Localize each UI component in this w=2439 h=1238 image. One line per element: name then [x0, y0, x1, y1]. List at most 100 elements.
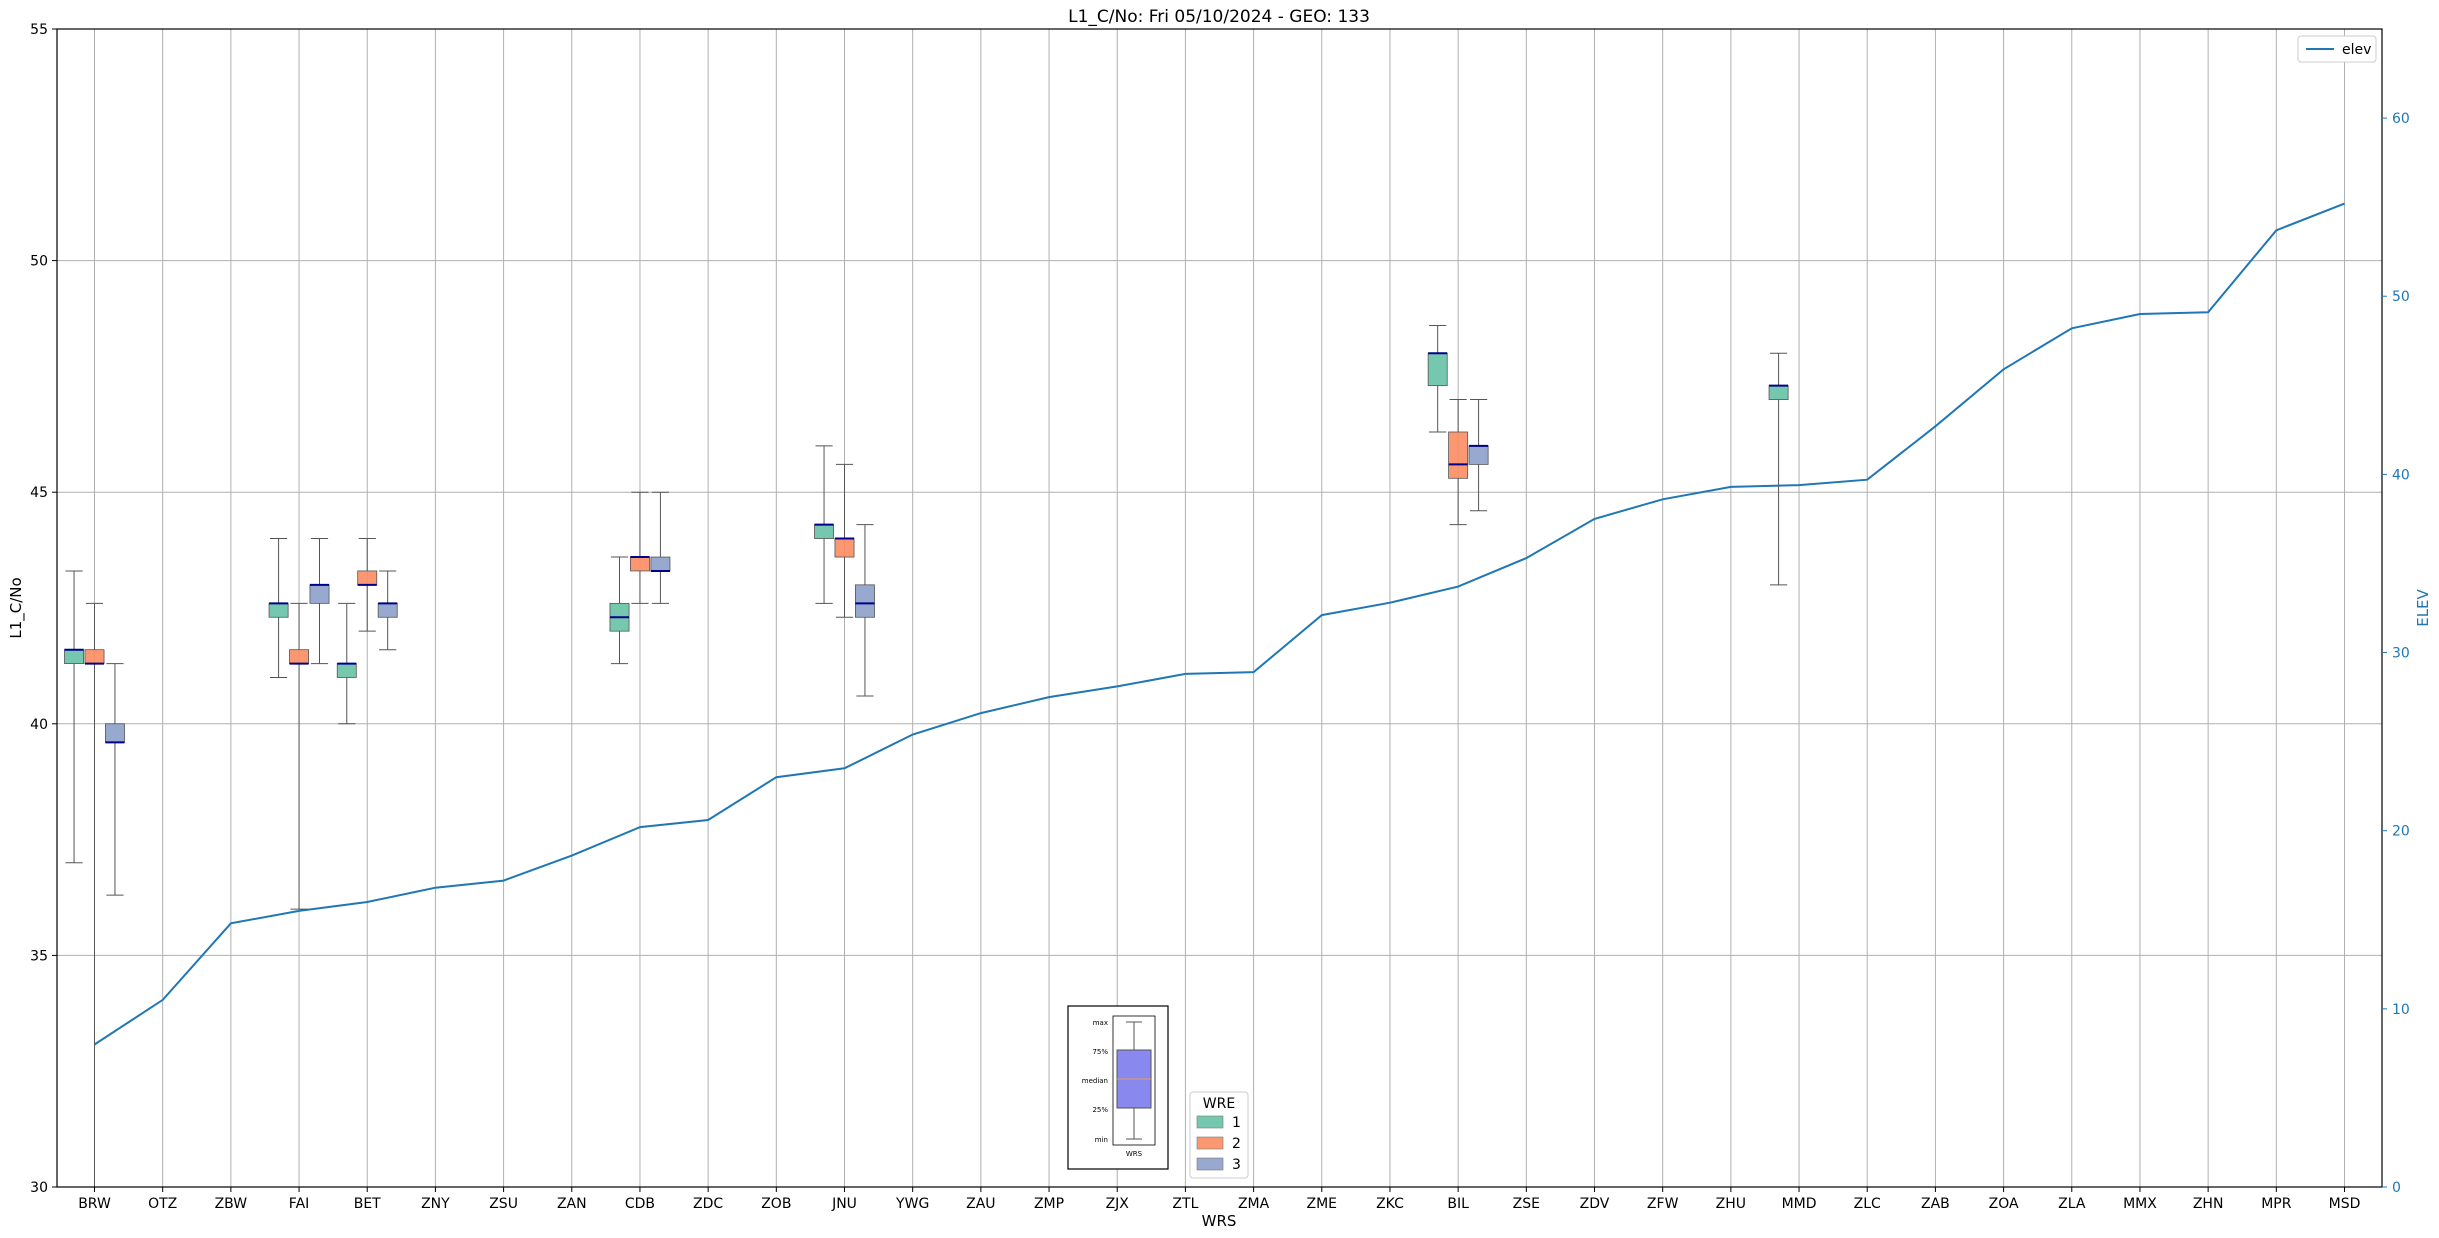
- x-tick-label: ZOA: [1989, 1196, 2019, 1212]
- box-jnu-wre2: [834, 463, 855, 618]
- box-iqr: [105, 723, 125, 743]
- box-brw-wre1: [64, 570, 84, 864]
- wre-legend-label-1: 1: [1232, 1115, 1241, 1131]
- x-tick-label: ZBW: [215, 1196, 248, 1212]
- box-mmd-wre1: [1768, 352, 1789, 586]
- elev-legend: elev: [2297, 35, 2377, 63]
- x-tick-label: ZAU: [966, 1196, 995, 1212]
- box-plots: [64, 324, 1789, 1188]
- box-jnu-wre1: [814, 445, 834, 604]
- box-iqr: [650, 556, 671, 572]
- y2-tick-label: 30: [2392, 646, 2410, 662]
- x-tick-label: ZOB: [761, 1196, 791, 1212]
- x-tick-label: ZHN: [2193, 1196, 2224, 1212]
- box-iqr: [268, 602, 289, 618]
- box-brw-wre2: [84, 602, 105, 1188]
- y2-tick-label: 0: [2392, 1180, 2401, 1196]
- wre-legend-label-2: 2: [1232, 1136, 1241, 1152]
- y2-tick-label: 40: [2392, 467, 2410, 483]
- x-tick-label: BIL: [1447, 1196, 1469, 1212]
- y-tick-label: 50: [30, 254, 48, 270]
- box-brw-wre3: [105, 663, 125, 896]
- chart-title: L1_C/No: Fri 05/10/2024 - GEO: 133: [1068, 7, 1370, 27]
- x-tick-label: CDB: [625, 1196, 655, 1212]
- x-tick-label: ZME: [1307, 1196, 1338, 1212]
- x-tick-label: ZDC: [693, 1196, 723, 1212]
- box-iqr: [84, 649, 105, 664]
- x-tick-label: ZLC: [1854, 1196, 1881, 1212]
- wre-legend-swatch-1: [1196, 1115, 1224, 1129]
- x-tick-label: ZHU: [1716, 1196, 1746, 1212]
- box-iqr: [357, 570, 378, 586]
- key-label-max: max: [1093, 1019, 1108, 1027]
- key-label-x: WRS: [1126, 1150, 1143, 1158]
- x-tick-label: ZMP: [1034, 1196, 1064, 1212]
- box-bet-wre1: [336, 602, 357, 725]
- y-tick-label: 45: [30, 485, 48, 501]
- x-tick-label: ZJX: [1106, 1196, 1130, 1212]
- x-tick-label: ZAN: [557, 1196, 587, 1212]
- x-tick-label: ZSE: [1513, 1196, 1540, 1212]
- box-bil-wre3: [1468, 399, 1489, 512]
- x-tick-label: MMX: [2123, 1196, 2157, 1212]
- box-iqr: [1768, 385, 1789, 400]
- y2-tick-label: 10: [2392, 1002, 2410, 1018]
- box-bil-wre1: [1427, 324, 1448, 433]
- x-axis-label: WRS: [1202, 1212, 1237, 1230]
- box-iqr: [814, 524, 834, 539]
- x-tick-label: ZLA: [2058, 1196, 2086, 1212]
- y-tick-label: 40: [30, 717, 48, 733]
- x-tick-label: BET: [354, 1196, 381, 1212]
- x-tick-label: YWG: [895, 1196, 929, 1212]
- x-tick-label: MSD: [2329, 1196, 2361, 1212]
- box-iqr: [1468, 445, 1489, 465]
- box-iqr: [289, 649, 309, 664]
- key-label-q1: 25%: [1092, 1106, 1108, 1114]
- x-tick-label: OTZ: [148, 1196, 177, 1212]
- box-iqr: [855, 584, 875, 618]
- elev-line: [93, 202, 2345, 1046]
- key-label-median: median: [1082, 1077, 1108, 1085]
- box-iqr: [1427, 352, 1448, 387]
- box-iqr: [834, 538, 855, 558]
- wre-legend: WRE 1 2 3: [1189, 1091, 1249, 1179]
- box-fai-wre3: [309, 538, 330, 665]
- key-label-min: min: [1095, 1136, 1108, 1144]
- x-tick-label: MMD: [1782, 1196, 1817, 1212]
- box-iqr: [630, 556, 650, 572]
- x-tick-label: ZAB: [1921, 1196, 1950, 1212]
- y2-tick-label: 60: [2392, 111, 2410, 127]
- box-bil-wre2: [1448, 399, 1469, 526]
- box-iqr: [309, 584, 330, 604]
- axes: BRW OTZ ZBW FAI BET ZNY ZSU ZAN CDB ZDC ZOB JNU YWG Z…: [30, 22, 2410, 1212]
- elev-series: [93, 202, 2345, 1046]
- y2-axis-label: ELEV: [2414, 588, 2432, 626]
- box-iqr: [1448, 431, 1469, 479]
- x-tick-label: JNU: [831, 1196, 857, 1212]
- x-tick-label: ZFW: [1647, 1196, 1679, 1212]
- x-tick-label: MPR: [2261, 1196, 2292, 1212]
- box-cdb-wre3: [650, 491, 671, 604]
- x-tick-label: ZSU: [489, 1196, 518, 1212]
- box-cdb-wre2: [630, 491, 650, 604]
- wre-legend-swatch-2: [1196, 1136, 1224, 1150]
- x-tick-label: ZDV: [1580, 1196, 1610, 1212]
- box-iqr: [336, 663, 357, 678]
- y2-tick-label: 20: [2392, 824, 2410, 840]
- key-label-q3: 75%: [1092, 1048, 1108, 1056]
- plot-frame: [56, 28, 2383, 1188]
- box-bet-wre2: [357, 538, 378, 632]
- x-tick-label: BRW: [78, 1196, 111, 1212]
- wre-legend-swatch-3: [1196, 1157, 1224, 1171]
- x-tick-label: ZMA: [1238, 1196, 1270, 1212]
- elev-legend-label: elev: [2342, 42, 2371, 58]
- y-tick-label: 30: [30, 1180, 48, 1196]
- x-tick-label: ZKC: [1376, 1196, 1404, 1212]
- box-cdb-wre1: [609, 556, 630, 665]
- x-tick-label: FAI: [289, 1196, 309, 1212]
- y-tick-label: 55: [30, 22, 48, 38]
- wre-legend-label-3: 3: [1232, 1157, 1241, 1173]
- box-jnu-wre3: [855, 524, 875, 697]
